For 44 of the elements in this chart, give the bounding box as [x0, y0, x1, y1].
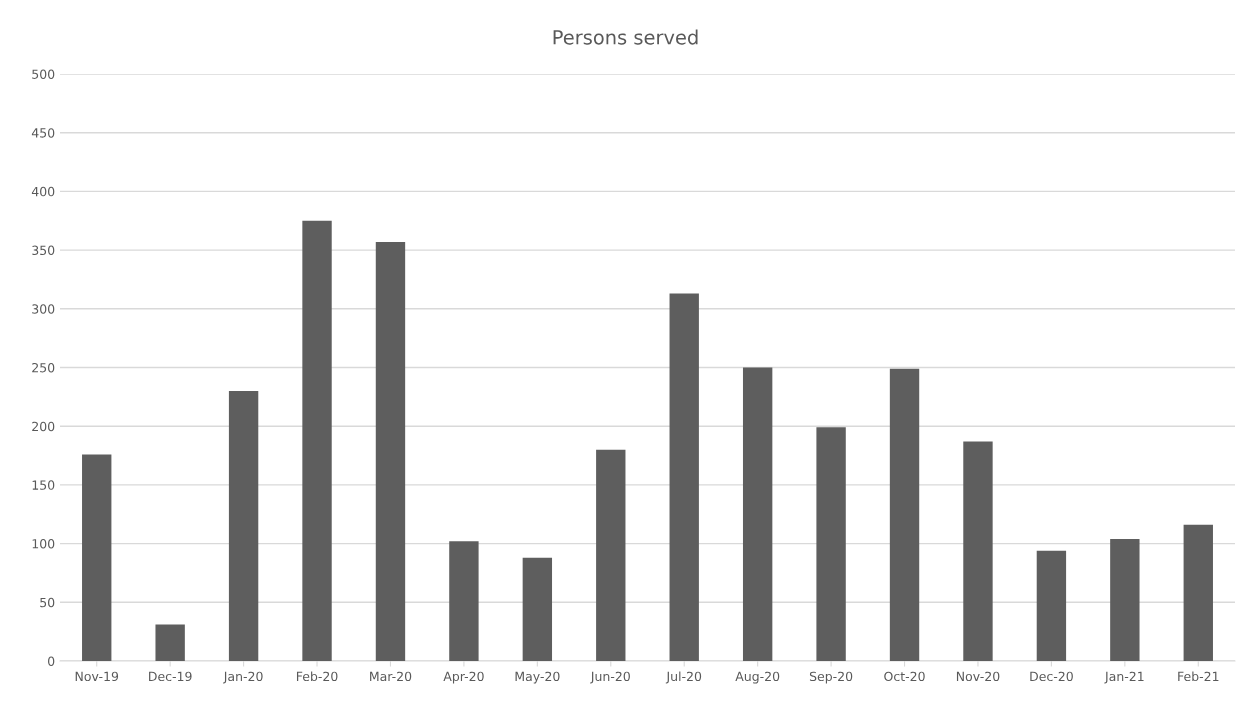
x-tick-label: Dec-20: [1030, 671, 1073, 682]
bar: [375, 241, 406, 661]
bar: [669, 293, 699, 661]
y-tick-label: 50: [40, 597, 55, 608]
bar: [816, 427, 846, 661]
bar: [963, 441, 993, 661]
x-tick-label: Apr-20: [443, 671, 484, 684]
x-tick-label: Jul-20: [665, 671, 702, 684]
x-tick-label: Jan-20: [223, 671, 263, 684]
bar: [596, 449, 626, 661]
y-tick-label: 500: [32, 69, 55, 79]
bar: [155, 624, 185, 661]
bar: [449, 541, 479, 661]
bar: [82, 454, 112, 661]
y-tick-label: 200: [32, 421, 55, 432]
chart-title: Persons served: [553, 29, 698, 45]
bar: [1110, 538, 1140, 661]
y-tick-label: 300: [32, 304, 55, 314]
x-tick-label: Aug-20: [735, 671, 780, 684]
x-tick-label: Nov-20: [956, 671, 1000, 682]
bar: [889, 368, 920, 661]
y-tick-label: 0: [48, 656, 55, 666]
x-tick-label: Feb-21: [1178, 671, 1219, 682]
y-tick-label: 250: [32, 362, 55, 373]
x-tick-label: May-20: [515, 671, 560, 684]
y-tick-label: 100: [32, 539, 55, 549]
bar: [228, 390, 259, 661]
x-tick-label: Sep-20: [809, 671, 853, 684]
bar: [522, 557, 553, 661]
y-tick-label: 150: [32, 480, 55, 490]
bar: [302, 220, 332, 661]
x-tick-label: Jun-20: [590, 671, 630, 684]
x-tick-label: Jan-21: [1104, 671, 1144, 684]
y-tick-label: 450: [31, 128, 55, 138]
x-tick-label: Oct-20: [884, 671, 925, 682]
y-tick-label: 350: [32, 245, 55, 256]
y-tick-label: 400: [31, 186, 55, 197]
x-tick-label: Feb-20: [296, 671, 338, 682]
x-tick-label: Dec-19: [149, 671, 192, 682]
x-tick-label: Nov-19: [75, 671, 119, 682]
x-tick-label: Mar-20: [370, 671, 412, 682]
bar: [1183, 524, 1213, 661]
bar: [1036, 550, 1067, 661]
bar: [742, 367, 773, 661]
